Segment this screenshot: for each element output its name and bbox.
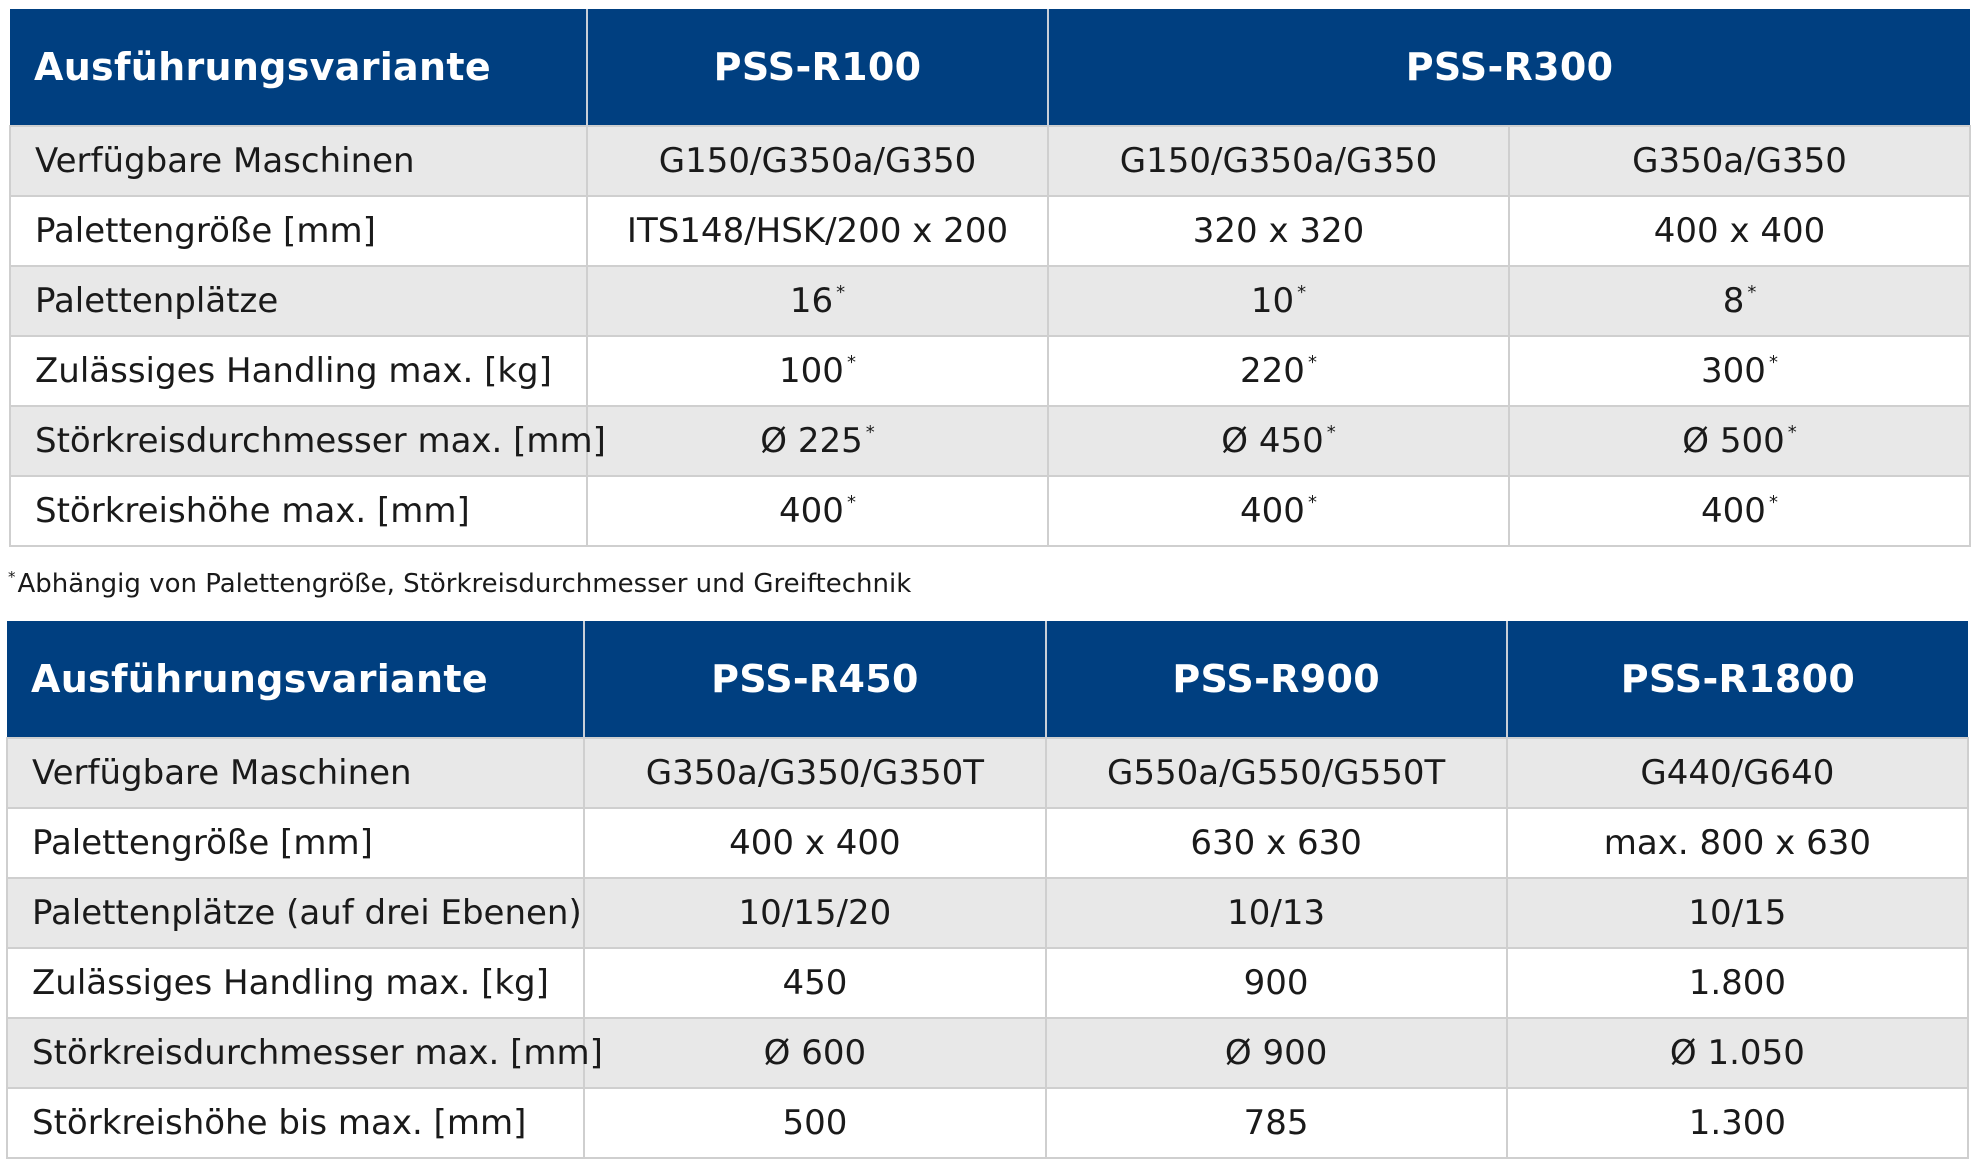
- cell-value: 8: [1722, 281, 1745, 321]
- column-header-pss-r300: PSS-R300: [1046, 9, 1971, 126]
- table-cell: Ø 225 *: [586, 405, 1049, 477]
- table-cell: 10/15: [1505, 877, 1970, 949]
- cell-value: 220: [1240, 351, 1305, 391]
- footnote-marker: *: [846, 352, 856, 373]
- table-row: Palettenplätze (auf drei Ebenen) 10/15/2…: [5, 877, 1970, 949]
- cell-value: 300: [1701, 351, 1766, 391]
- table-cell: 220 *: [1047, 335, 1510, 407]
- cell-value: 10: [1250, 281, 1295, 321]
- table-row: Zulässiges Handling max. [kg] 450 900 1.…: [5, 947, 1970, 1019]
- cell-value: 16: [789, 281, 834, 321]
- column-header-pss-r100: PSS-R100: [586, 9, 1049, 126]
- footnote-marker: *: [865, 422, 875, 443]
- table-row: Verfügbare Maschinen G350a/G350/G350T G5…: [5, 737, 1970, 809]
- footnote-marker: *: [1307, 352, 1317, 373]
- table-cell: 785: [1044, 1087, 1508, 1159]
- table-cell: 1.800: [1505, 947, 1970, 1019]
- table-cell: 630 x 630: [1044, 807, 1508, 879]
- row-label: Störkreishöhe bis max. [mm]: [5, 1087, 586, 1159]
- table-cell: 400 *: [586, 475, 1049, 547]
- table-cell: Ø 1.050: [1505, 1017, 1970, 1089]
- table-cell: G150/G350a/G350: [586, 125, 1049, 197]
- table-row: Verfügbare Maschinen G150/G350a/G350 G15…: [9, 125, 1972, 197]
- table-cell: Ø 600: [583, 1017, 1047, 1089]
- table-cell: 1.300: [1505, 1087, 1970, 1159]
- cell-value: Ø 225: [760, 421, 863, 461]
- column-header-variant: Ausführungsvariante: [10, 9, 588, 126]
- table-cell: 8 *: [1507, 265, 1972, 337]
- row-label: Palettenplätze: [9, 265, 588, 337]
- table-row: Palettengröße [mm] ITS148/HSK/200 x 200 …: [9, 195, 1972, 267]
- cell-value: Ø 500: [1682, 421, 1785, 461]
- row-label: Palettengröße [mm]: [9, 195, 588, 267]
- column-header-variant: Ausführungsvariante: [7, 621, 586, 738]
- cell-value: 400: [1240, 491, 1305, 531]
- row-label: Verfügbare Maschinen: [5, 737, 586, 809]
- table-cell: 16 *: [586, 265, 1049, 337]
- row-label: Störkreishöhe max. [mm]: [9, 475, 588, 547]
- table-cell: ITS148/HSK/200 x 200: [586, 195, 1049, 267]
- footnote-marker: *: [1307, 492, 1317, 513]
- table-cell: 10/15/20: [583, 877, 1047, 949]
- table-cell: 400 *: [1507, 475, 1972, 547]
- table-cell: 10/13: [1044, 877, 1508, 949]
- table-cell: G550a/G550/G550T: [1044, 737, 1508, 809]
- footnote-marker: *: [846, 492, 856, 513]
- footnote-marker: *: [1297, 282, 1307, 303]
- table-cell: 400 *: [1047, 475, 1510, 547]
- table-cell: G350a/G350: [1507, 125, 1972, 197]
- table-row: Störkreishöhe bis max. [mm] 500 785 1.30…: [5, 1087, 1970, 1159]
- table-cell: 10 *: [1047, 265, 1510, 337]
- cell-value: 100: [779, 351, 844, 391]
- footnote-marker: *: [1326, 422, 1336, 443]
- cell-value: 400: [1701, 491, 1766, 531]
- row-label: Zulässiges Handling max. [kg]: [9, 335, 588, 407]
- table-cell: 500: [583, 1087, 1047, 1159]
- footnote-marker: *: [1768, 492, 1778, 513]
- table-cell: G440/G640: [1505, 737, 1970, 809]
- table-cell: 900: [1044, 947, 1508, 1019]
- cell-value: Ø 450: [1221, 421, 1324, 461]
- footnote-marker: *: [836, 282, 846, 303]
- table-cell: Ø 500 *: [1507, 405, 1972, 477]
- table-row: Störkreisdurchmesser max. [mm] Ø 600 Ø 9…: [5, 1017, 1970, 1089]
- footnote-marker: *: [1747, 282, 1757, 303]
- footnote: *Abhängig von Palettengröße, Störkreisdu…: [8, 568, 911, 599]
- table-cell: 450: [583, 947, 1047, 1019]
- spec-table-2: Ausführungsvariante PSS-R450 PSS-R900 PS…: [5, 621, 1970, 1159]
- table-cell: G350a/G350/G350T: [583, 737, 1047, 809]
- footnote-marker: *: [8, 568, 16, 586]
- table-cell: 100 *: [586, 335, 1049, 407]
- table-row: Palettengröße [mm] 400 x 400 630 x 630 m…: [5, 807, 1970, 879]
- table-row: Palettenplätze 16 * 10 * 8 *: [9, 265, 1972, 337]
- table-header-row: Ausführungsvariante PSS-R450 PSS-R900 PS…: [7, 621, 1968, 738]
- row-label: Störkreisdurchmesser max. [mm]: [9, 405, 606, 477]
- row-label: Störkreisdurchmesser max. [mm]: [5, 1017, 603, 1089]
- column-header-pss-r900: PSS-R900: [1044, 621, 1508, 738]
- row-label: Palettengröße [mm]: [5, 807, 586, 879]
- table-cell: 300 *: [1507, 335, 1972, 407]
- table-cell: max. 800 x 630: [1505, 807, 1970, 879]
- table-cell: 320 x 320: [1047, 195, 1510, 267]
- table-cell: 400 x 400: [583, 807, 1047, 879]
- footnote-marker: *: [1787, 422, 1797, 443]
- footnote-marker: *: [1768, 352, 1778, 373]
- row-label: Zulässiges Handling max. [kg]: [5, 947, 586, 1019]
- table-row: Störkreisdurchmesser max. [mm] Ø 225 * Ø …: [9, 405, 1972, 477]
- row-label: Verfügbare Maschinen: [9, 125, 588, 197]
- table-row: Störkreishöhe max. [mm] 400 * 400 * 400 *: [9, 475, 1972, 547]
- table-row: Zulässiges Handling max. [kg] 100 * 220 * …: [9, 335, 1972, 407]
- table-header-row: Ausführungsvariante PSS-R100 PSS-R300: [10, 9, 1971, 126]
- table-cell: Ø 450 *: [1047, 405, 1510, 477]
- table-cell: Ø 900: [1044, 1017, 1508, 1089]
- footnote-text: Abhängig von Palettengröße, Störkreisdur…: [17, 569, 912, 599]
- table-cell: G150/G350a/G350: [1047, 125, 1510, 197]
- cell-value: 400: [779, 491, 844, 531]
- row-label: Palettenplätze (auf drei Ebenen): [5, 877, 586, 949]
- column-header-pss-r1800: PSS-R1800: [1505, 621, 1968, 738]
- table-cell: 400 x 400: [1507, 195, 1972, 267]
- spec-table-1: Ausführungsvariante PSS-R100 PSS-R300 Ve…: [9, 9, 1972, 547]
- column-header-pss-r450: PSS-R450: [583, 621, 1047, 738]
